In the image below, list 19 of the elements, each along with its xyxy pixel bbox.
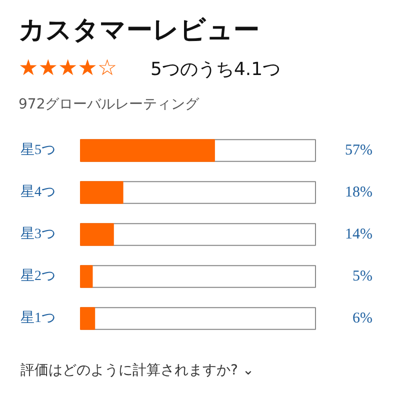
y-tick-label: 星2つ <box>20 268 56 284</box>
data-label: 5% <box>352 268 373 284</box>
text: ★★★★☆ <box>18 56 118 81</box>
chart-subtitle: 5つのうち4.1つ <box>150 59 281 80</box>
bar <box>80 223 114 246</box>
text: 972グローバルレーティング <box>18 96 200 112</box>
data-label: 6% <box>352 310 373 326</box>
y-tick-label: 星5つ <box>20 142 56 158</box>
bar <box>80 265 93 288</box>
y-tick-label: 星4つ <box>20 184 56 200</box>
data-label: 14% <box>345 226 373 242</box>
data-label: 18% <box>345 184 373 200</box>
y-tick-label: 星1つ <box>20 310 56 326</box>
y-tick-label: 星3つ <box>20 226 56 242</box>
text: 評価はどのように計算されますか? ⌄ <box>20 362 254 378</box>
bar <box>80 181 124 204</box>
chart-title: カスタマーレビュー <box>18 16 260 46</box>
bar <box>80 307 96 330</box>
data-label: 57% <box>345 142 373 158</box>
